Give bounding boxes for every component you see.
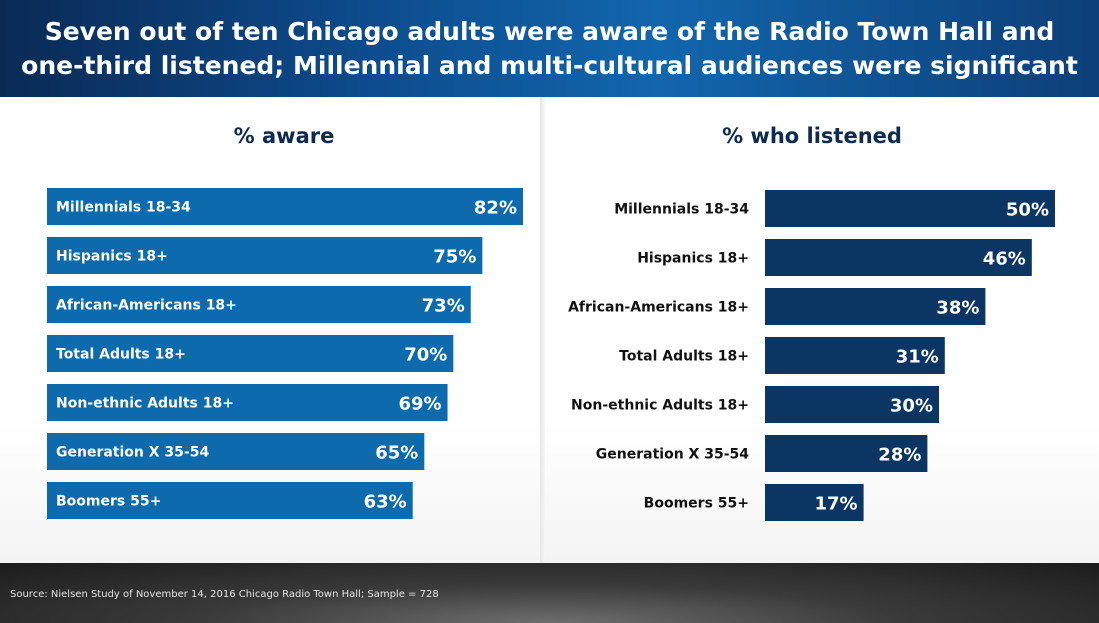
listened-category-label: Total Adults 18+ <box>619 349 749 365</box>
slide-title: Seven out of ten Chicago adults were awa… <box>21 16 1078 80</box>
aware-bar <box>47 188 523 225</box>
listened-category-label: Millennials 18-34 <box>614 202 749 218</box>
listened-category-label: Non-ethnic Adults 18+ <box>571 398 749 414</box>
listened-value-label: 46% <box>983 249 1026 270</box>
listened-bar <box>765 288 986 325</box>
aware-value-label: 70% <box>404 345 447 366</box>
aware-bar <box>47 384 448 421</box>
aware-chart-title: % aware <box>233 124 335 148</box>
aware-value-label: 63% <box>364 492 407 513</box>
listened-bar <box>765 386 939 423</box>
listened-bar <box>765 190 1055 227</box>
listened-category-label: Boomers 55+ <box>644 496 749 512</box>
listened-category-label: Generation X 35-54 <box>596 447 749 463</box>
source-note: Source: Nielsen Study of November 14, 20… <box>10 589 439 600</box>
listened-bar <box>765 435 928 472</box>
listened-value-label: 30% <box>890 396 933 417</box>
aware-value-label: 69% <box>398 394 441 415</box>
aware-category-label: Total Adults 18+ <box>56 347 186 363</box>
aware-category-label: Boomers 55+ <box>56 494 161 510</box>
aware-category-label: African-Americans 18+ <box>56 298 237 314</box>
aware-bar <box>47 335 454 372</box>
aware-bar <box>47 237 483 274</box>
aware-value-label: 82% <box>474 198 517 219</box>
listened-bar <box>765 337 945 374</box>
listened-bar <box>765 484 864 521</box>
listened-category-label: Hispanics 18+ <box>637 251 749 267</box>
listened-value-label: 50% <box>1006 200 1049 221</box>
aware-bar <box>47 433 425 470</box>
aware-bar <box>47 286 471 323</box>
listened-category-label: African-Americans 18+ <box>568 300 749 316</box>
aware-bar-chart: Millennials 18-34 82% Hispanics 18+ 75% Afri… <box>47 188 523 519</box>
listened-value-label: 28% <box>878 445 921 466</box>
aware-value-label: 65% <box>375 443 418 464</box>
listened-bar <box>765 239 1032 276</box>
aware-category-label: Millennials 18-34 <box>56 200 191 216</box>
aware-bar <box>47 482 413 519</box>
listened-chart-title: % who listened <box>722 124 902 148</box>
aware-category-label: Hispanics 18+ <box>56 249 168 265</box>
slide-footer: Source: Nielsen Study of November 14, 20… <box>0 563 1099 623</box>
listened-bar-chart: Millennials 18-34 50% Hispanics 18+ 46% Afri… <box>568 190 1055 521</box>
listened-value-label: 31% <box>896 347 939 368</box>
aware-value-label: 75% <box>433 247 476 268</box>
aware-category-label: Non-ethnic Adults 18+ <box>56 396 234 412</box>
slide-header: Seven out of ten Chicago adults were awa… <box>0 0 1099 97</box>
listened-value-label: 17% <box>815 494 858 515</box>
aware-category-label: Generation X 35-54 <box>56 445 209 461</box>
panel-divider <box>540 97 545 563</box>
listened-value-label: 38% <box>936 298 979 319</box>
aware-value-label: 73% <box>422 296 465 317</box>
